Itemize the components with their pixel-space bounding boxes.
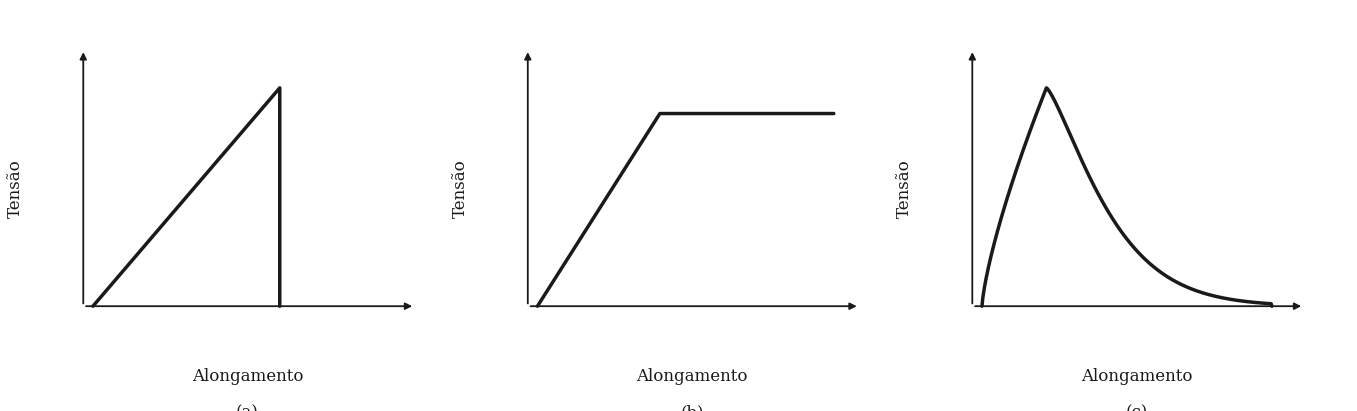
Text: Tensão: Tensão [7,160,24,218]
Text: Alongamento: Alongamento [636,368,748,385]
Text: Alongamento: Alongamento [1080,368,1193,385]
Text: Tensão: Tensão [452,160,468,218]
Text: Tensão: Tensão [896,160,913,218]
Text: Alongamento: Alongamento [191,368,304,385]
Text: (b): (b) [680,405,704,411]
Text: (c): (c) [1125,405,1148,411]
Text: (a): (a) [236,405,259,411]
